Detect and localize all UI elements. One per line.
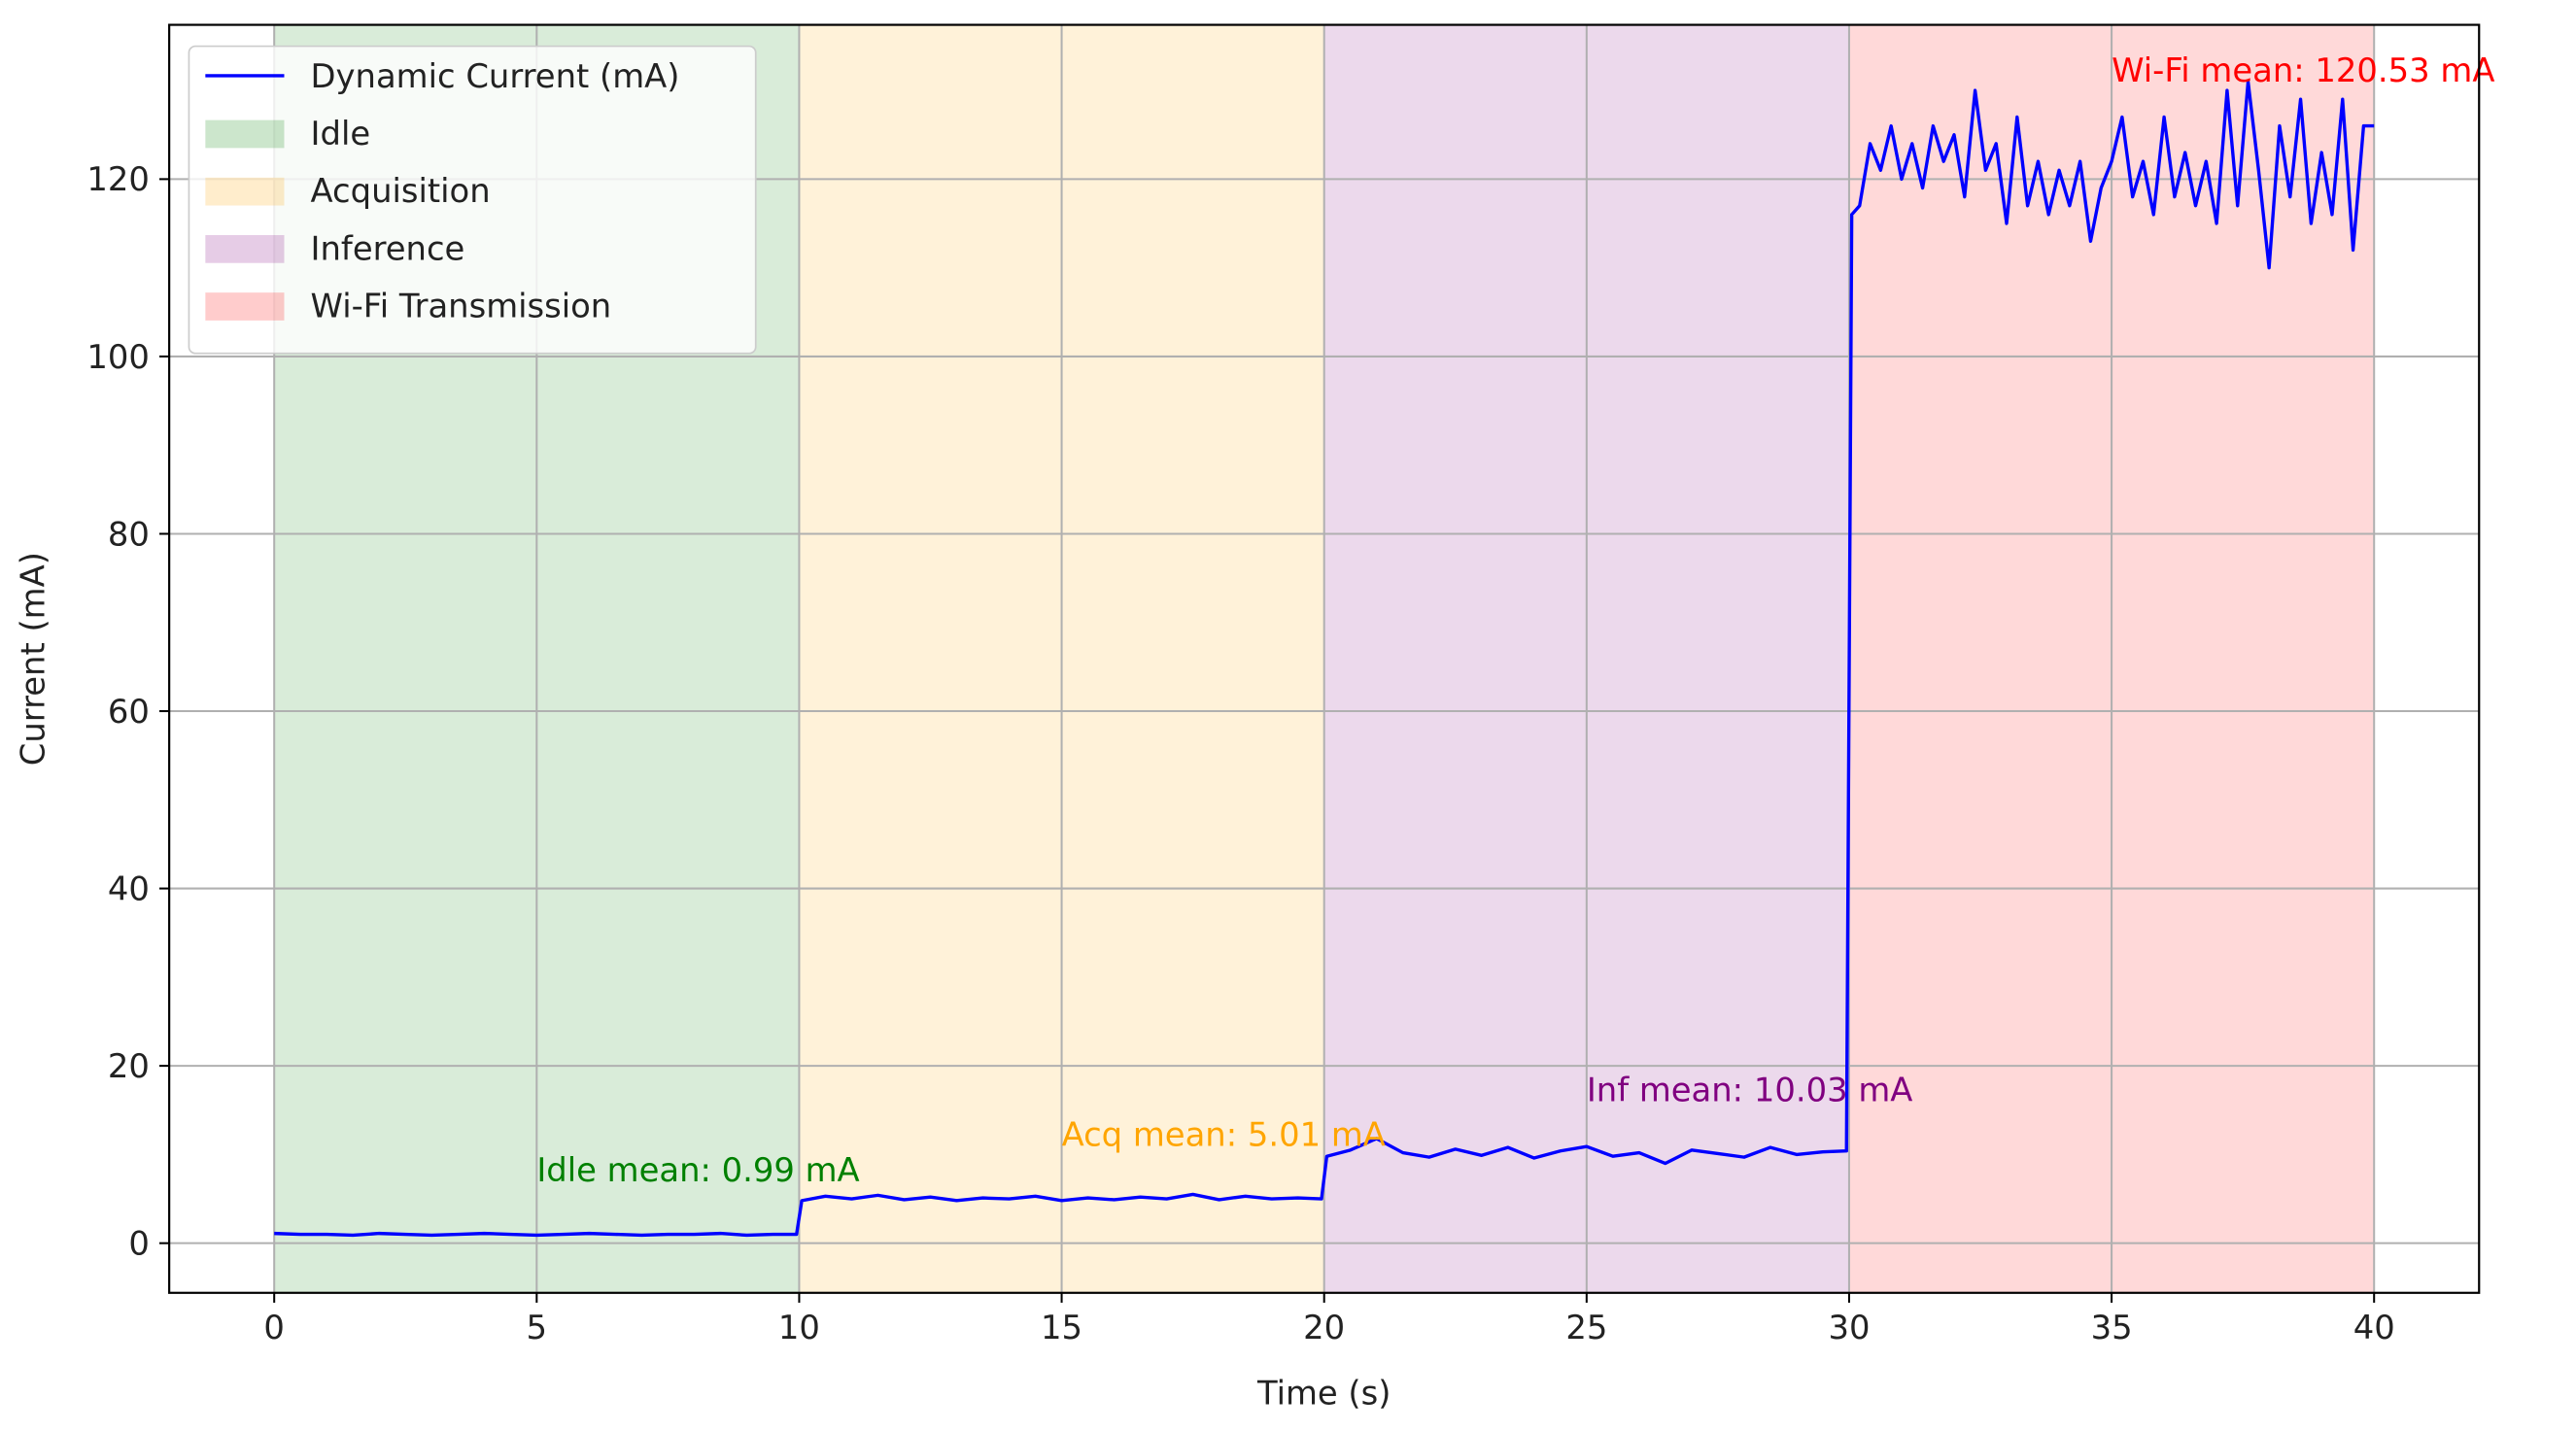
x-tick-label: 35 [2091, 1309, 2133, 1346]
legend-label: Wi-Fi Transmission [311, 288, 612, 325]
x-tick-label: 25 [1565, 1309, 1607, 1346]
y-tick-label: 100 [86, 338, 150, 376]
legend-label: Acquisition [311, 172, 491, 210]
x-tick-label: 40 [2353, 1309, 2395, 1346]
legend-label: Idle [311, 115, 371, 153]
annotation: Inf mean: 10.03 mA [1587, 1072, 1913, 1109]
legend-box [188, 45, 757, 355]
x-axis-label: Time (s) [1256, 1375, 1391, 1413]
y-tick-label: 0 [128, 1224, 150, 1262]
x-tick-label: 5 [527, 1309, 548, 1346]
y-tick-label: 120 [86, 160, 150, 198]
axes-frame [168, 23, 2481, 1294]
x-tick-label: 30 [1828, 1309, 1870, 1346]
x-tick-label: 0 [263, 1309, 285, 1346]
x-tick-label: 10 [778, 1309, 820, 1346]
y-axis-label: Current (mA) [15, 552, 52, 766]
x-tick-label: 20 [1303, 1309, 1345, 1346]
y-tick-label: 40 [108, 869, 150, 907]
legend-label: Inference [311, 229, 465, 267]
legend-label: Dynamic Current (mA) [311, 57, 680, 95]
x-tick-label: 15 [1041, 1309, 1082, 1346]
annotation: Acq mean: 5.01 mA [1062, 1115, 1386, 1153]
y-tick-label: 60 [108, 693, 150, 731]
legend-swatch [205, 292, 285, 321]
legend-swatch [205, 234, 285, 263]
legend-swatch [205, 119, 285, 149]
data-line [274, 80, 2375, 1238]
annotation: Idle mean: 0.99 mA [536, 1151, 859, 1189]
y-tick-label: 20 [108, 1047, 150, 1085]
y-tick-label: 80 [108, 515, 150, 553]
legend-swatch [205, 177, 285, 206]
annotation: Wi-Fi mean: 120.53 mA [2112, 51, 2494, 89]
